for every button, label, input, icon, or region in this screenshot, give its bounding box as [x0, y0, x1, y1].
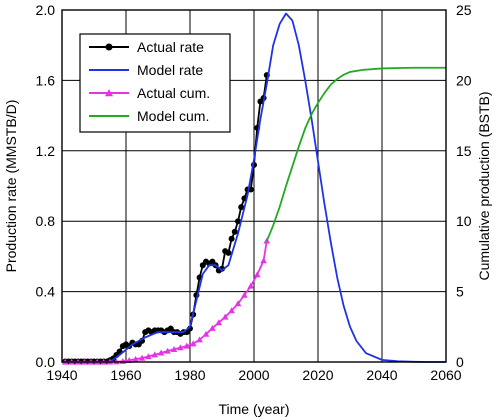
- point-actual-rate: [225, 249, 232, 256]
- legend-entry-actual-cum: Actual cum.: [89, 85, 210, 101]
- y-axis-left-title: Production rate (MMSTB/D): [3, 100, 19, 273]
- legend-entry-actual-rate: Actual rate: [89, 39, 204, 55]
- point-actual-cum: [132, 355, 139, 362]
- x-tick-label: 2000: [238, 367, 269, 383]
- y-right-tick-label: 20: [456, 72, 472, 88]
- y-right-tick-label: 25: [456, 2, 472, 18]
- point-actual-cum: [209, 324, 216, 331]
- y-left-tick-label: 2.0: [36, 2, 56, 18]
- legend-entry-model-rate: Model rate: [89, 62, 203, 78]
- y-right-tick-label: 10: [456, 213, 472, 229]
- plot-frame: [61, 9, 447, 363]
- point-actual-cum: [177, 344, 184, 351]
- x-tick-label: 1960: [110, 367, 141, 383]
- point-actual-cum: [170, 346, 178, 352]
- legend-entry-model-cum: Model cum.: [89, 108, 209, 124]
- point-actual-cum: [138, 354, 146, 361]
- point-actual-cum: [183, 342, 191, 349]
- point-actual-cum: [247, 282, 255, 289]
- x-tick-label: 1940: [46, 367, 77, 383]
- series-layer: [61, 12, 446, 365]
- point-actual-cum: [215, 319, 223, 326]
- legend-label: Actual cum.: [137, 85, 210, 101]
- point-actual-cum: [253, 271, 261, 278]
- point-actual-rate: [238, 204, 245, 211]
- y-right-tick-label: 5: [456, 284, 464, 300]
- y-right-tick-label: 0: [456, 354, 464, 370]
- series-line-model-rate: [62, 12, 446, 363]
- series-line-actual-cum: [65, 240, 268, 363]
- point-actual-cum: [260, 257, 267, 264]
- point-actual-cum: [151, 351, 159, 358]
- point-actual-cum: [234, 300, 242, 307]
- point-actual-cum: [202, 330, 210, 337]
- point-actual-rate: [235, 218, 241, 225]
- legend-marker: [105, 43, 113, 51]
- x-tick-label: 2060: [430, 367, 461, 383]
- point-actual-cum: [164, 347, 171, 354]
- legend-label: Actual rate: [137, 39, 204, 55]
- y-left-tick-label: 0.8: [36, 213, 56, 229]
- legend-label: Model rate: [137, 62, 203, 78]
- y-right-tick-label: 15: [456, 143, 472, 159]
- point-actual-cum: [228, 307, 235, 314]
- series-line-model-cum: [265, 66, 446, 242]
- point-actual-cum: [189, 340, 197, 347]
- point-actual-rate: [231, 228, 238, 235]
- x-tick-label: 2020: [302, 367, 333, 383]
- y-left-tick-label: 1.2: [36, 143, 56, 159]
- point-actual-cum: [157, 349, 165, 356]
- x-tick-label: 2040: [366, 367, 397, 383]
- legend: Actual rate Model rate Actual cum. Model cu…: [79, 33, 231, 133]
- ticks: 1940 1960 1980 2000 2020 2040 2060 0.0 0.4 0.8 1.2…: [36, 2, 472, 383]
- point-actual-cum: [221, 313, 229, 320]
- y-left-tick-label: 1.6: [36, 72, 56, 88]
- y-left-tick-label: 0.0: [36, 354, 56, 370]
- x-tick-label: 1980: [174, 367, 205, 383]
- point-actual-cum: [145, 353, 152, 360]
- legend-marker: [105, 89, 113, 97]
- point-actual-cum: [241, 291, 248, 298]
- y-left-tick-label: 0.4: [36, 284, 56, 300]
- y-axis-right-title: Cumulative production (BSTB): [476, 91, 492, 280]
- x-axis-title: Time (year): [218, 401, 289, 417]
- legend-label: Model cum.: [137, 108, 209, 124]
- point-actual-rate: [228, 235, 235, 242]
- point-actual-cum: [196, 336, 203, 343]
